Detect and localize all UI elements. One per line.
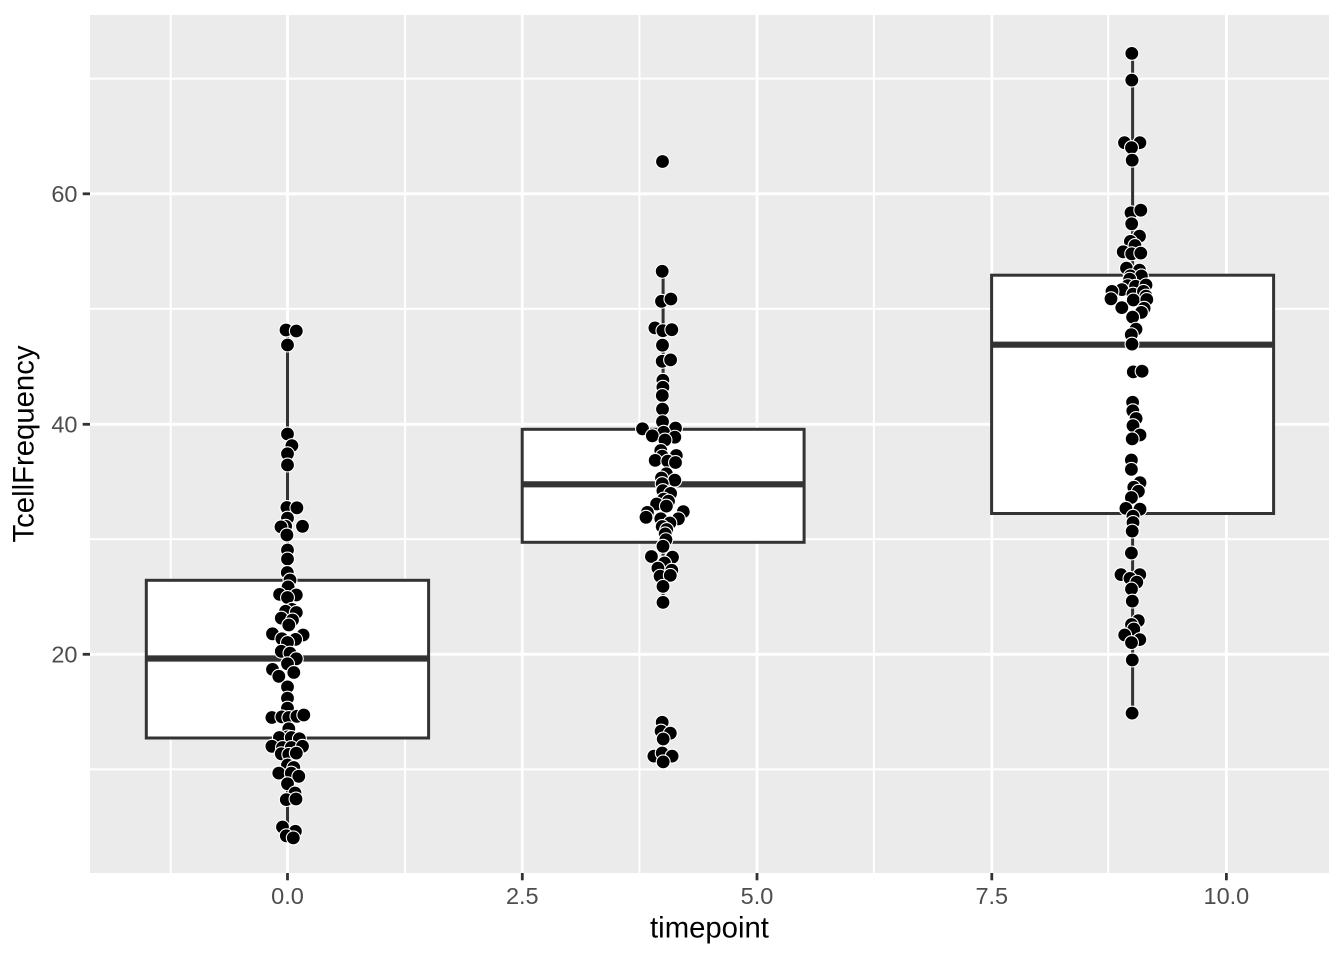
svg-text:2.5: 2.5 — [506, 883, 539, 909]
svg-text:7.5: 7.5 — [975, 883, 1008, 909]
svg-text:TcellFrequency: TcellFrequency — [8, 345, 41, 542]
svg-text:5.0: 5.0 — [741, 883, 774, 909]
svg-text:60: 60 — [51, 181, 77, 207]
svg-text:10.0: 10.0 — [1204, 883, 1250, 909]
svg-text:40: 40 — [51, 411, 77, 437]
svg-text:0.0: 0.0 — [271, 883, 304, 909]
svg-text:timepoint: timepoint — [650, 912, 769, 945]
svg-text:20: 20 — [51, 641, 77, 667]
